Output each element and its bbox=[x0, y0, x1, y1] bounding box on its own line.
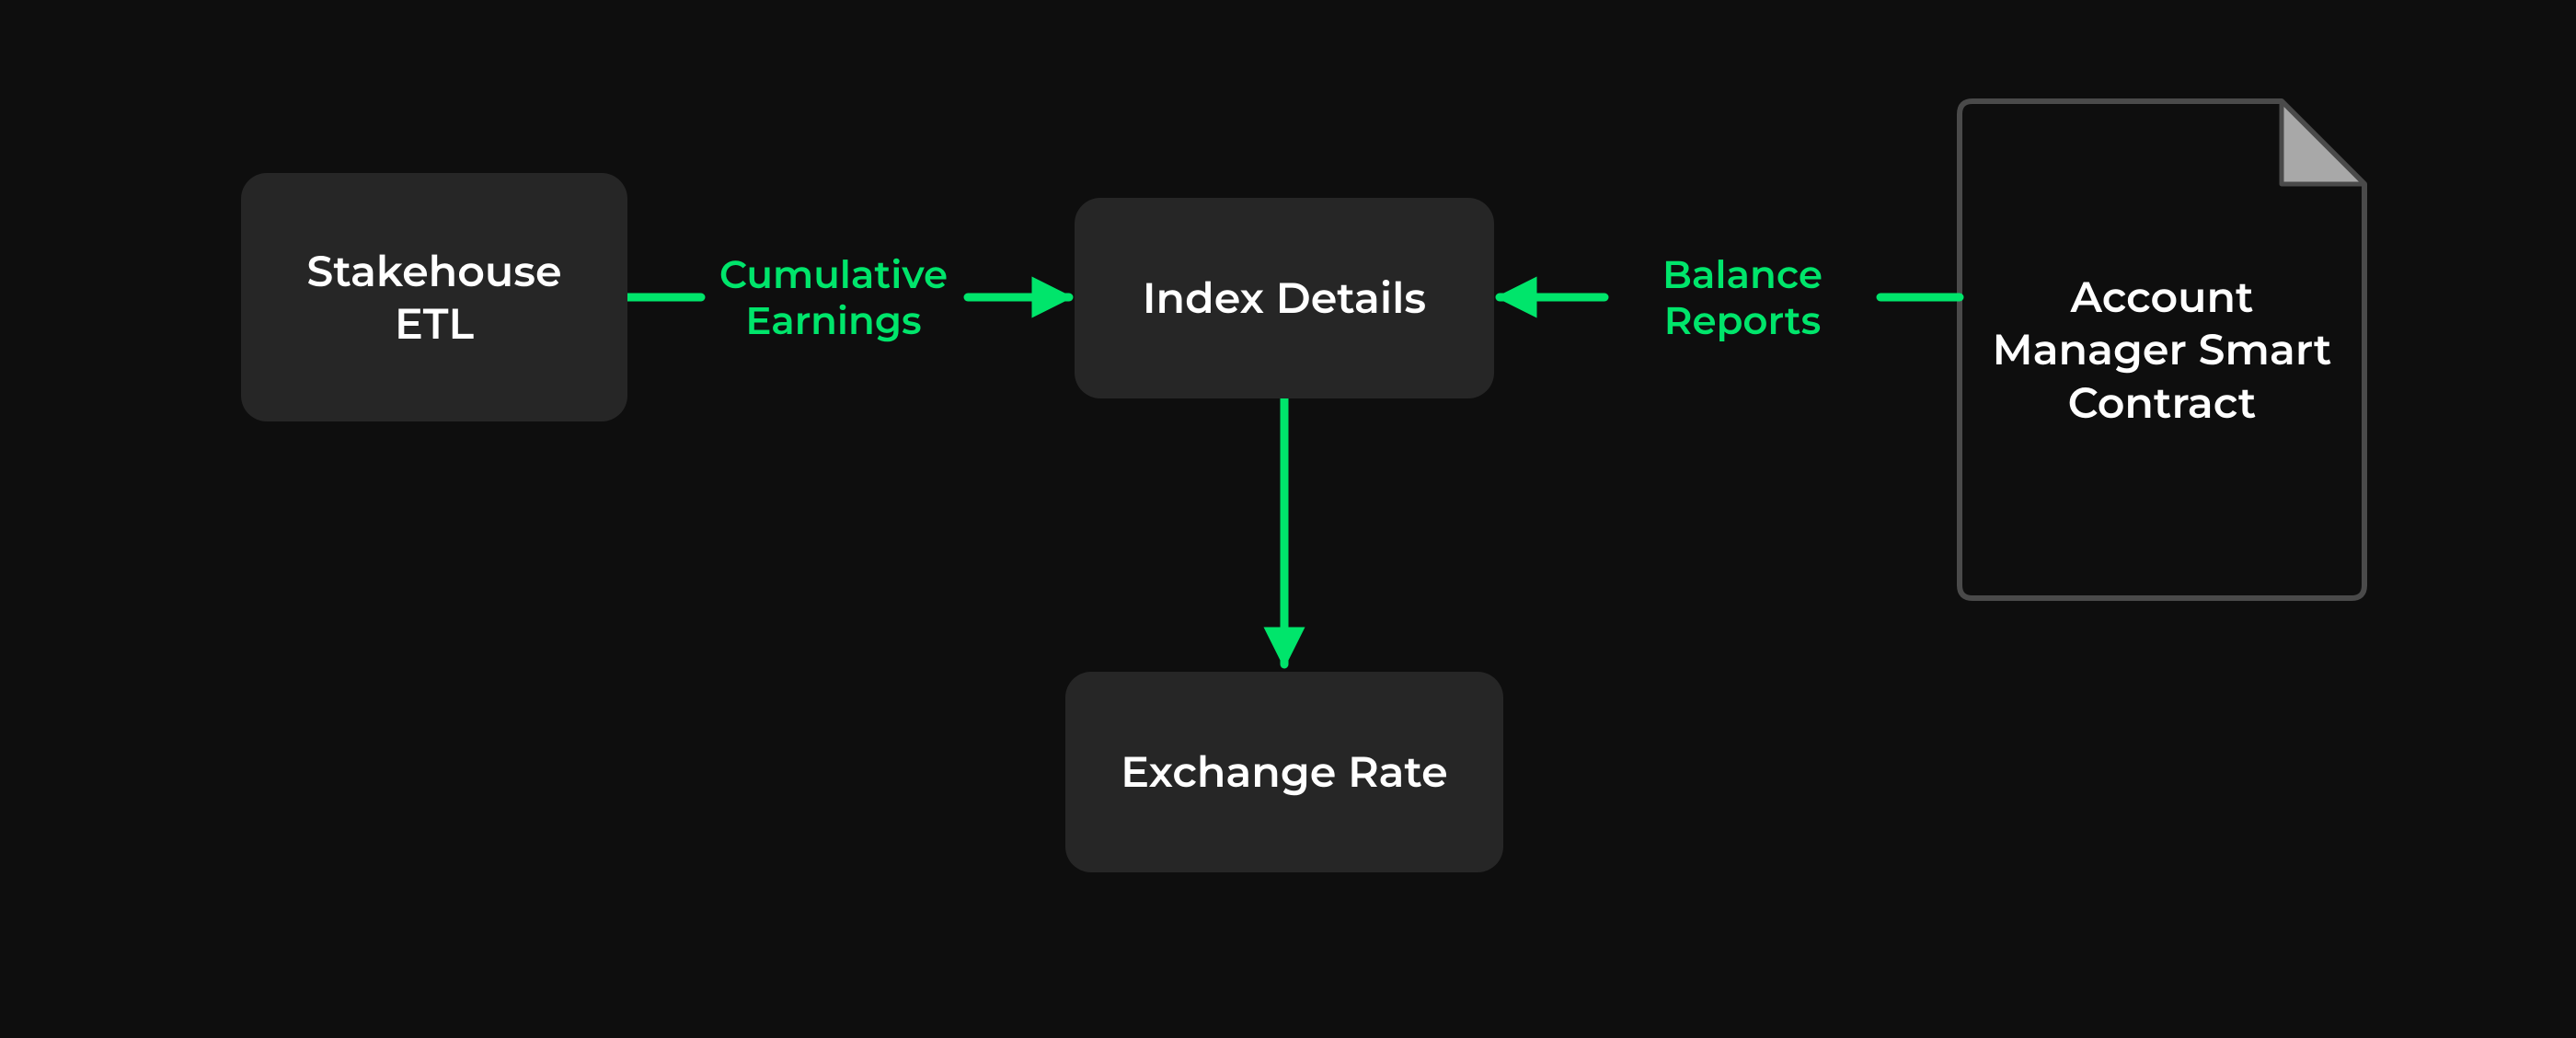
edge-label-cumulative-earnings: CumulativeEarnings bbox=[719, 251, 948, 344]
node-stakehouse-etl-label: StakehouseETL bbox=[290, 245, 578, 351]
node-index-details: Index Details bbox=[1075, 198, 1494, 398]
node-exchange-rate-label: Exchange Rate bbox=[1104, 745, 1464, 799]
node-account-manager: AccountManager SmartContract bbox=[1960, 101, 2364, 598]
edge-label-balance-reports: BalanceReports bbox=[1662, 251, 1823, 344]
node-exchange-rate: Exchange Rate bbox=[1065, 672, 1503, 872]
node-index-details-label: Index Details bbox=[1126, 271, 1443, 325]
node-account-manager-label: AccountManager SmartContract bbox=[1976, 271, 2349, 430]
diagram-canvas: StakehouseETL Index Details Exchange Rat… bbox=[0, 0, 2576, 1038]
node-stakehouse-etl: StakehouseETL bbox=[241, 173, 627, 421]
